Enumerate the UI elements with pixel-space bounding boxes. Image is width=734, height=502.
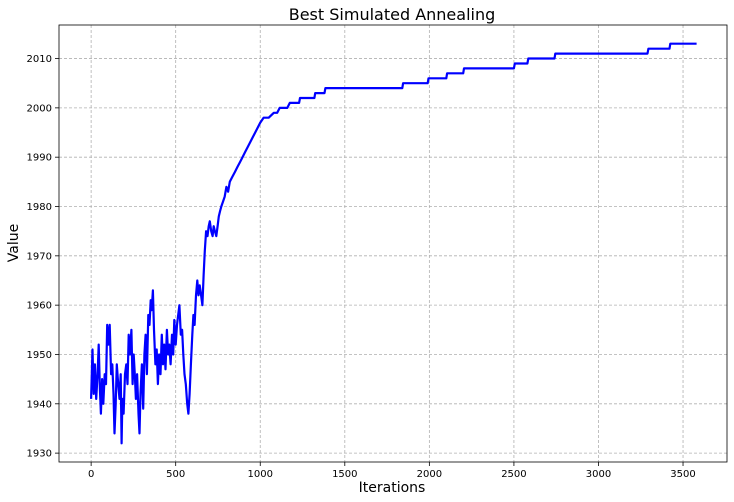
y-tick-label: 1940 bbox=[27, 399, 52, 410]
grid bbox=[59, 25, 727, 462]
y-tick-label: 1950 bbox=[27, 350, 52, 361]
y-tick-label: 1970 bbox=[27, 251, 52, 262]
chart-title: Best Simulated Annealing bbox=[289, 5, 496, 24]
x-axis: 0 500 1000 1500 2000 2500 3000 3500 bbox=[88, 462, 696, 480]
series-group bbox=[90, 42, 697, 445]
y-tick-label: 1960 bbox=[27, 301, 52, 312]
series-line bbox=[90, 42, 697, 445]
y-tick-label: 1930 bbox=[27, 449, 52, 460]
y-tick-label: 1990 bbox=[27, 153, 52, 164]
plot-frame bbox=[58, 24, 728, 463]
x-tick-label: 1500 bbox=[332, 469, 357, 480]
y-axis-label: Value bbox=[6, 224, 22, 262]
x-tick-label: 3000 bbox=[586, 469, 611, 480]
y-tick-label: 2010 bbox=[27, 54, 52, 65]
x-tick-label: 0 bbox=[88, 469, 94, 480]
x-tick-label: 1000 bbox=[248, 469, 273, 480]
x-tick-label: 2500 bbox=[501, 469, 526, 480]
y-axis: 1930 1940 1950 1960 1970 1980 1990 2000 2010 bbox=[27, 54, 59, 460]
y-tick-label: 2000 bbox=[27, 103, 52, 114]
x-axis-label: Iterations bbox=[359, 480, 426, 496]
x-tick-label: 2000 bbox=[417, 469, 442, 480]
x-tick-label: 500 bbox=[166, 469, 185, 480]
y-tick-label: 1980 bbox=[27, 202, 52, 213]
x-tick-label: 3500 bbox=[670, 469, 695, 480]
